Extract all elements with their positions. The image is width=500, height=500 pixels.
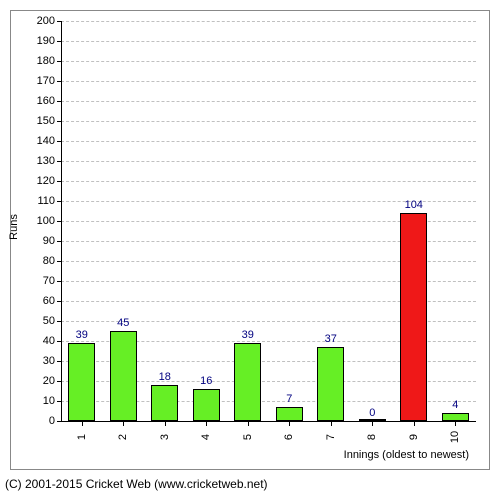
copyright-text: (C) 2001-2015 Cricket Web (www.cricketwe… [5, 477, 268, 491]
grid-line [61, 101, 476, 102]
y-tick-label: 90 [11, 235, 55, 247]
x-tick-label: 9 [408, 427, 420, 447]
plot-area [61, 21, 476, 421]
y-tick-label: 190 [11, 35, 55, 47]
bar [110, 331, 137, 421]
bar-value-label: 37 [325, 333, 337, 345]
y-tick [57, 181, 61, 182]
x-tick [123, 422, 124, 426]
x-tick-label: 5 [242, 427, 254, 447]
x-tick-label: 3 [159, 427, 171, 447]
y-tick-label: 140 [11, 135, 55, 147]
bar-value-label: 39 [242, 329, 254, 341]
y-tick-label: 160 [11, 95, 55, 107]
bar [317, 347, 344, 421]
y-tick [57, 301, 61, 302]
y-tick [57, 21, 61, 22]
y-tick-label: 10 [11, 395, 55, 407]
x-tick [165, 422, 166, 426]
y-tick [57, 321, 61, 322]
grid-line [61, 161, 476, 162]
y-tick [57, 221, 61, 222]
bar-value-label: 45 [117, 317, 129, 329]
x-tick [331, 422, 332, 426]
bar-value-label: 18 [159, 371, 171, 383]
bar [68, 343, 95, 421]
x-tick-label: 8 [366, 427, 378, 447]
x-axis-label: Innings (oldest to newest) [344, 449, 469, 461]
bar [400, 213, 427, 421]
y-tick-label: 70 [11, 275, 55, 287]
bar-value-label: 7 [286, 393, 292, 405]
y-tick-label: 150 [11, 115, 55, 127]
bar-value-label: 39 [76, 329, 88, 341]
x-tick [206, 422, 207, 426]
y-tick [57, 261, 61, 262]
y-tick-label: 120 [11, 175, 55, 187]
y-tick-label: 50 [11, 315, 55, 327]
x-tick-label: 4 [200, 427, 212, 447]
y-tick-label: 60 [11, 295, 55, 307]
bar [276, 407, 303, 421]
y-tick-label: 0 [11, 415, 55, 427]
y-tick-label: 180 [11, 55, 55, 67]
y-tick [57, 41, 61, 42]
grid-line [61, 81, 476, 82]
y-tick [57, 81, 61, 82]
x-tick-label: 6 [283, 427, 295, 447]
y-tick-label: 170 [11, 75, 55, 87]
grid-line [61, 41, 476, 42]
x-tick-label: 10 [449, 427, 461, 447]
chart-container: Runs Innings (oldest to newest) 01020304… [10, 10, 490, 470]
y-tick-label: 30 [11, 355, 55, 367]
y-tick [57, 401, 61, 402]
y-tick-label: 20 [11, 375, 55, 387]
x-tick [82, 422, 83, 426]
y-tick [57, 281, 61, 282]
x-tick-label: 7 [325, 427, 337, 447]
bar [234, 343, 261, 421]
x-tick [414, 422, 415, 426]
x-tick [372, 422, 373, 426]
x-tick [248, 422, 249, 426]
bar-value-label: 16 [200, 375, 212, 387]
y-axis [61, 21, 62, 421]
grid-line [61, 21, 476, 22]
y-tick [57, 381, 61, 382]
y-tick [57, 141, 61, 142]
y-tick [57, 161, 61, 162]
y-tick-label: 100 [11, 215, 55, 227]
grid-line [61, 121, 476, 122]
grid-line [61, 181, 476, 182]
y-tick [57, 61, 61, 62]
y-tick-label: 200 [11, 15, 55, 27]
bar-value-label: 0 [369, 407, 375, 419]
grid-line [61, 141, 476, 142]
bar [442, 413, 469, 421]
y-tick [57, 201, 61, 202]
y-tick [57, 361, 61, 362]
x-tick [455, 422, 456, 426]
y-tick [57, 241, 61, 242]
bar [193, 389, 220, 421]
bar [151, 385, 178, 421]
y-tick [57, 341, 61, 342]
bar-value-label: 104 [405, 199, 423, 211]
x-tick-label: 1 [76, 427, 88, 447]
y-tick-label: 110 [11, 195, 55, 207]
y-tick [57, 101, 61, 102]
y-tick [57, 421, 61, 422]
bar-value-label: 4 [452, 399, 458, 411]
x-tick [289, 422, 290, 426]
y-tick-label: 130 [11, 155, 55, 167]
y-tick-label: 40 [11, 335, 55, 347]
y-tick-label: 80 [11, 255, 55, 267]
x-tick-label: 2 [117, 427, 129, 447]
grid-line [61, 61, 476, 62]
y-tick [57, 121, 61, 122]
